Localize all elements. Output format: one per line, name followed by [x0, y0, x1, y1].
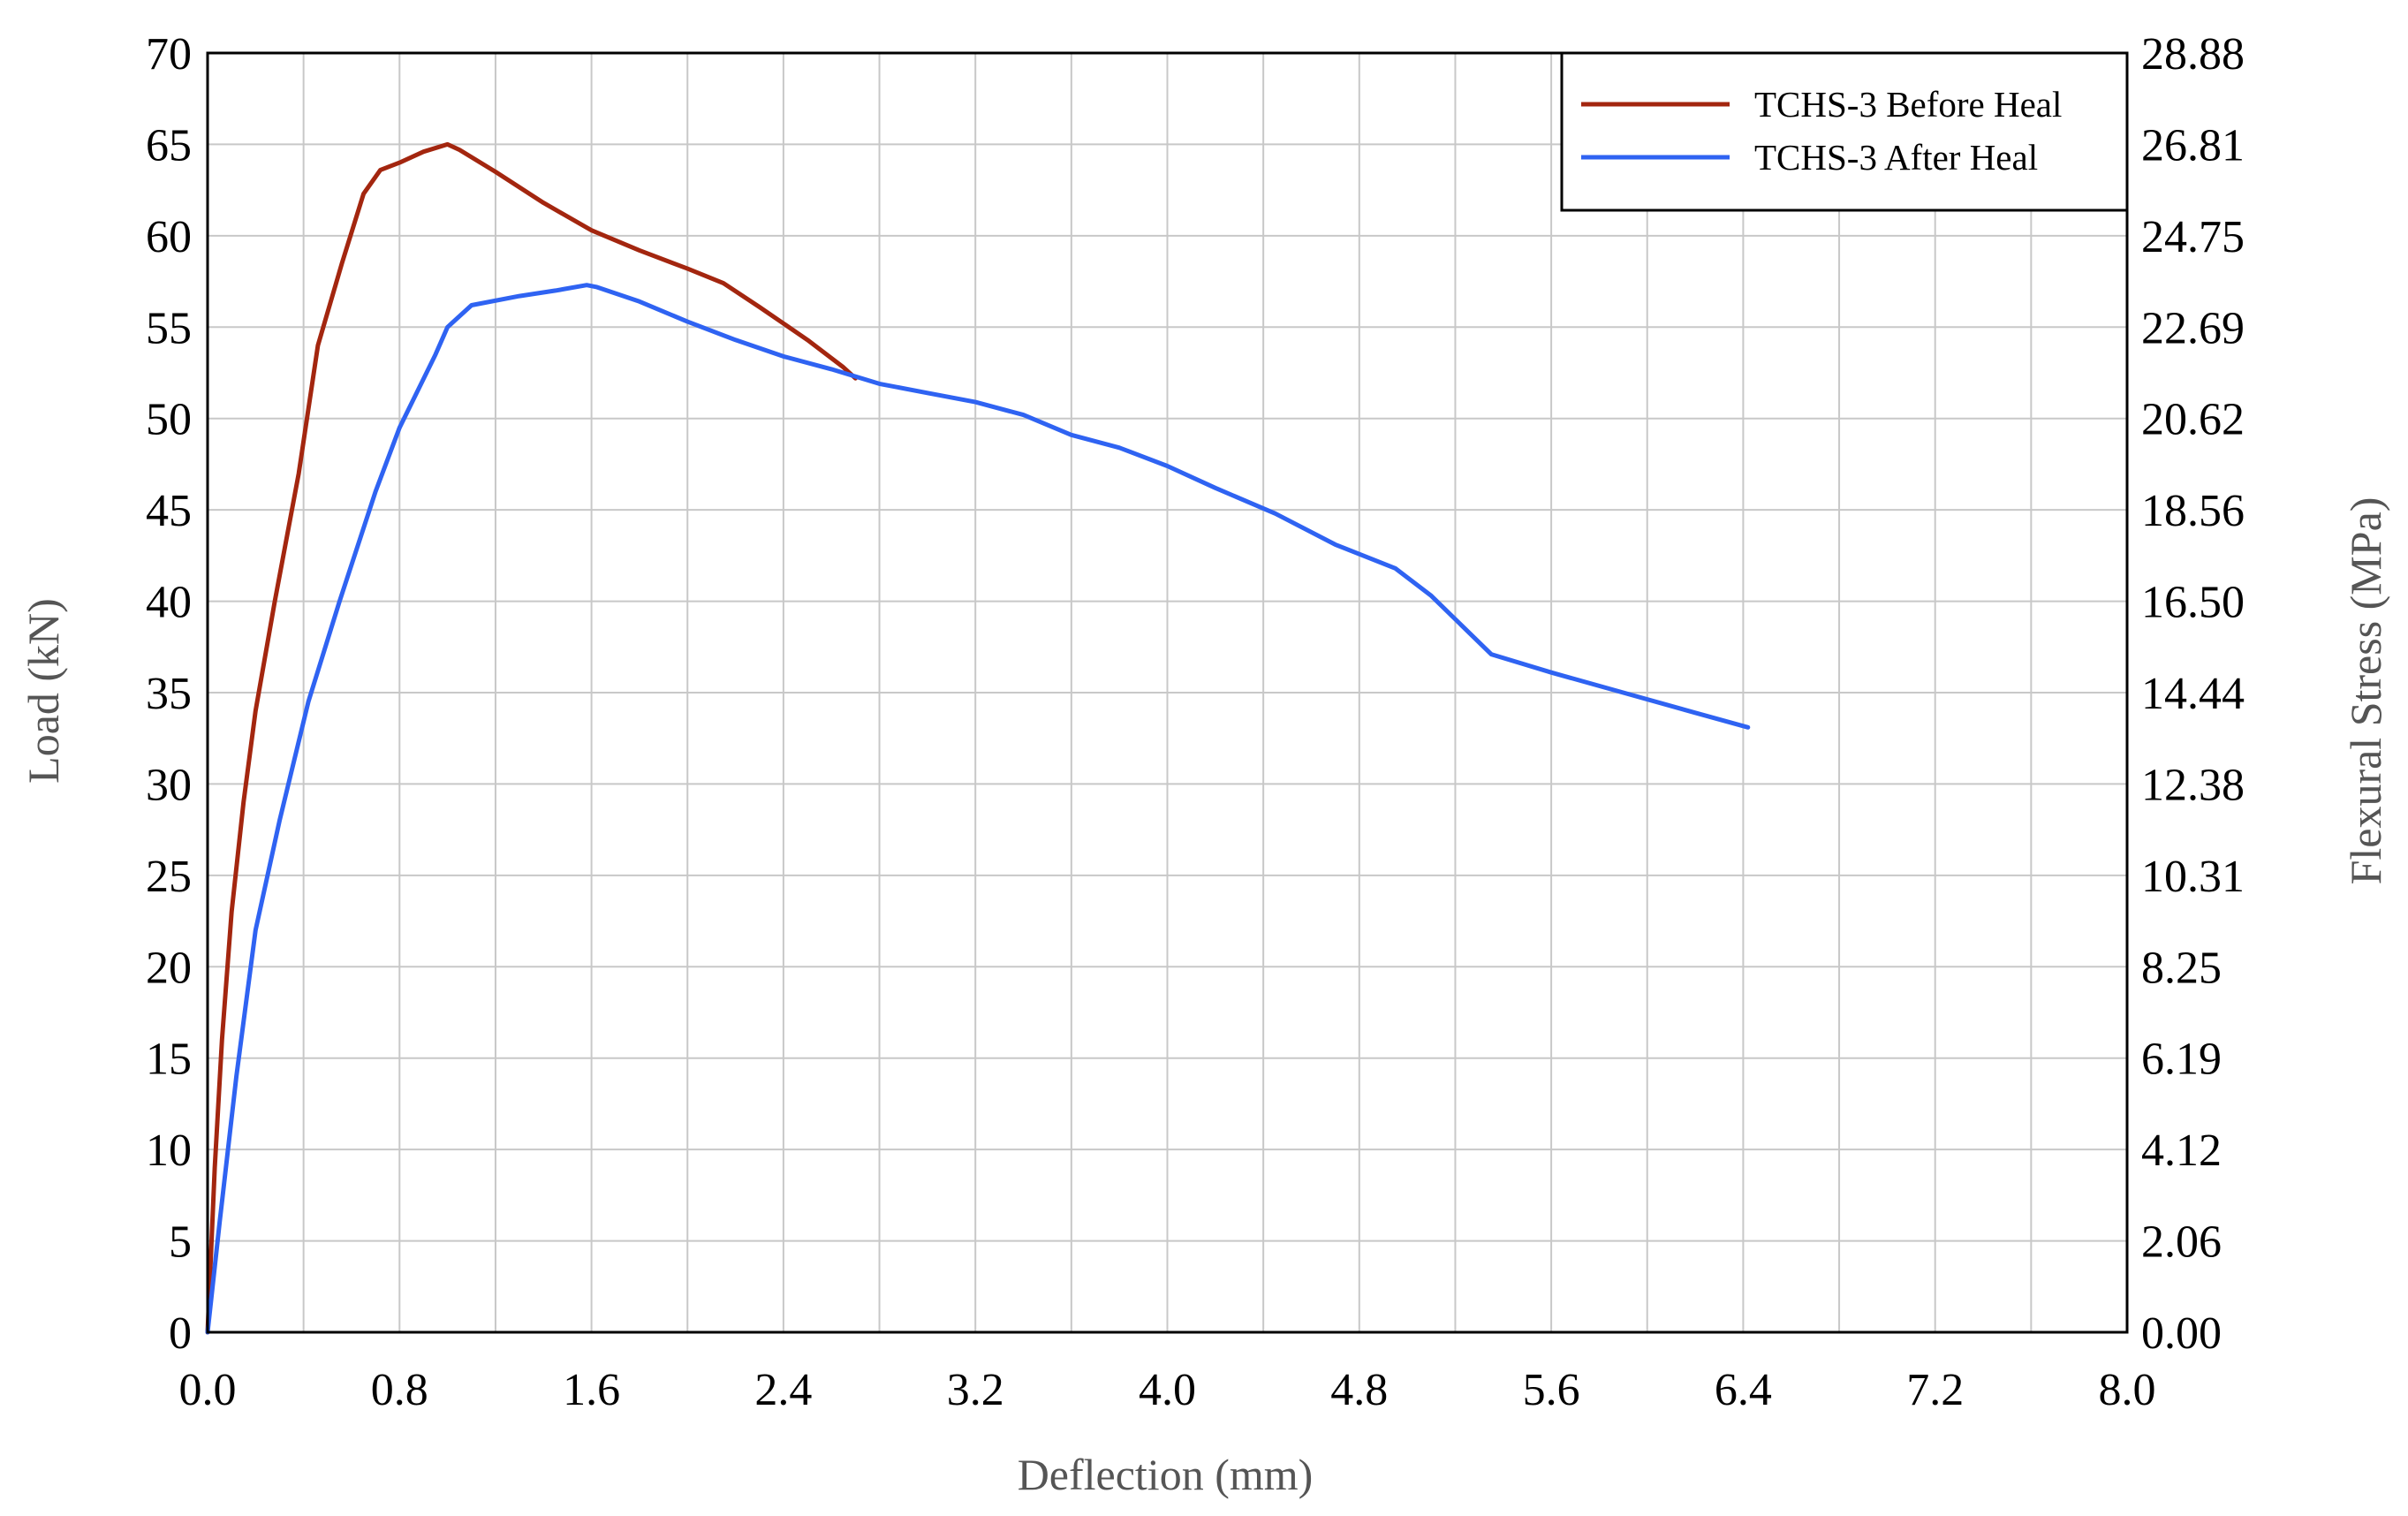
- x-axis-ticks: 0.0 0.8 1.6 2.4 3.2 4.0 4.8 5.6 6.4 7.2 8.0: [179, 1365, 2156, 1415]
- x-tick-label: 3.2: [947, 1365, 1004, 1415]
- x-axis-title: Deflection (mm): [1018, 1450, 1314, 1499]
- x-tick-label: 4.8: [1330, 1365, 1388, 1415]
- y2-tick-label: 26.81: [2141, 120, 2245, 171]
- y-tick-label: 55: [146, 303, 192, 353]
- legend-box: [1560, 51, 2129, 212]
- y-tick-label: 65: [146, 120, 192, 171]
- x-tick-label: 2.4: [754, 1365, 812, 1415]
- legend: TCHS-3 Before Heal TCHS-3 After Heal: [1560, 51, 2129, 212]
- x-tick-label: 8.0: [2099, 1365, 2156, 1415]
- y2-tick-label: 24.75: [2141, 212, 2245, 262]
- y2-tick-label: 6.19: [2141, 1035, 2222, 1085]
- grid: [208, 53, 2127, 1332]
- y-tick-label: 35: [146, 669, 192, 719]
- legend-label-before-heal: TCHS-3 Before Heal: [1754, 84, 2062, 125]
- y-axis-title: Load (kN): [19, 598, 68, 784]
- plot-area-frame: [206, 51, 2129, 1334]
- y-tick-label: 20: [146, 943, 192, 993]
- series-line-before-heal: [205, 141, 858, 1335]
- y2-tick-label: 20.62: [2141, 395, 2245, 445]
- series-line-after-heal: [205, 283, 1751, 1335]
- y-tick-label: 10: [146, 1126, 192, 1176]
- y-tick-label: 25: [146, 852, 192, 902]
- x-tick-label: 6.4: [1715, 1365, 1772, 1415]
- y2-axis-ticks: 0.00 2.06 4.12 6.19 8.25 10.31 12.38 14.44 16.50…: [2141, 29, 2245, 1359]
- y2-tick-label: 14.44: [2141, 669, 2245, 719]
- y2-tick-label: 2.06: [2141, 1217, 2222, 1268]
- y-tick-label: 15: [146, 1035, 192, 1085]
- y-tick-label: 30: [146, 760, 192, 810]
- y2-tick-label: 22.69: [2141, 303, 2245, 353]
- legend-label-after-heal: TCHS-3 After Heal: [1754, 137, 2038, 178]
- y-tick-label: 60: [146, 212, 192, 262]
- y-tick-label: 40: [146, 578, 192, 628]
- y-tick-label: 70: [146, 29, 192, 80]
- series-group: [205, 141, 1751, 1335]
- x-tick-label: 0.0: [179, 1365, 237, 1415]
- y-tick-label: 45: [146, 486, 192, 536]
- y2-tick-label: 18.56: [2141, 486, 2245, 536]
- y2-tick-label: 10.31: [2141, 852, 2245, 902]
- x-tick-label: 5.6: [1523, 1365, 1580, 1415]
- x-tick-label: 4.0: [1139, 1365, 1196, 1415]
- x-tick-label: 0.8: [371, 1365, 428, 1415]
- y2-axis-title: Flexural Stress (MPa): [2341, 497, 2390, 885]
- y-axis-ticks: 0 5 10 15 20 25 30 35 40 45 50 55 60 65 70: [146, 29, 192, 1359]
- y2-tick-label: 8.25: [2141, 943, 2222, 993]
- y2-tick-label: 28.88: [2141, 29, 2245, 80]
- y-tick-label: 50: [146, 395, 192, 445]
- y2-tick-label: 0.00: [2141, 1308, 2222, 1359]
- y-tick-label: 0: [169, 1308, 192, 1359]
- y-tick-label: 5: [169, 1217, 192, 1268]
- y2-tick-label: 12.38: [2141, 760, 2245, 810]
- y2-tick-label: 4.12: [2141, 1126, 2222, 1176]
- y2-tick-label: 16.50: [2141, 578, 2245, 628]
- x-tick-label: 7.2: [1906, 1365, 1964, 1415]
- x-tick-label: 1.6: [563, 1365, 620, 1415]
